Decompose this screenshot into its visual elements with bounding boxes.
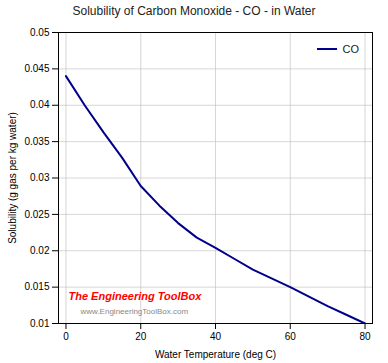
svg-text:20: 20 (135, 331, 147, 342)
svg-text:0.045: 0.045 (24, 63, 49, 74)
svg-text:0.05: 0.05 (30, 27, 50, 38)
svg-text:0.035: 0.035 (24, 136, 49, 147)
html-text:CO: CO (342, 43, 359, 55)
svg-text:Water Temperature (deg C): Water Temperature (deg C) (155, 349, 276, 360)
svg-text:www.EngineeringToolBox.com: www.EngineeringToolBox.com (80, 307, 189, 316)
svg-text:0: 0 (63, 331, 69, 342)
svg-text:0.03: 0.03 (30, 172, 50, 183)
svg-text:0.02: 0.02 (30, 245, 50, 256)
svg-text:40: 40 (210, 331, 222, 342)
svg-text:60: 60 (285, 331, 297, 342)
svg-text:0.04: 0.04 (30, 99, 50, 110)
svg-text:The Engineering ToolBox: The Engineering ToolBox (69, 290, 203, 302)
svg-text:0.01: 0.01 (30, 318, 50, 329)
svg-text:0.015: 0.015 (24, 281, 49, 292)
svg-text:Solubility (g gas per kg water: Solubility (g gas per kg water) (7, 112, 18, 244)
svg-text:80: 80 (359, 331, 371, 342)
svg-text:0.025: 0.025 (24, 209, 49, 220)
html-text:Solubility of Carbon Monoxide: Solubility of Carbon Monoxide - CO - in … (72, 4, 316, 18)
